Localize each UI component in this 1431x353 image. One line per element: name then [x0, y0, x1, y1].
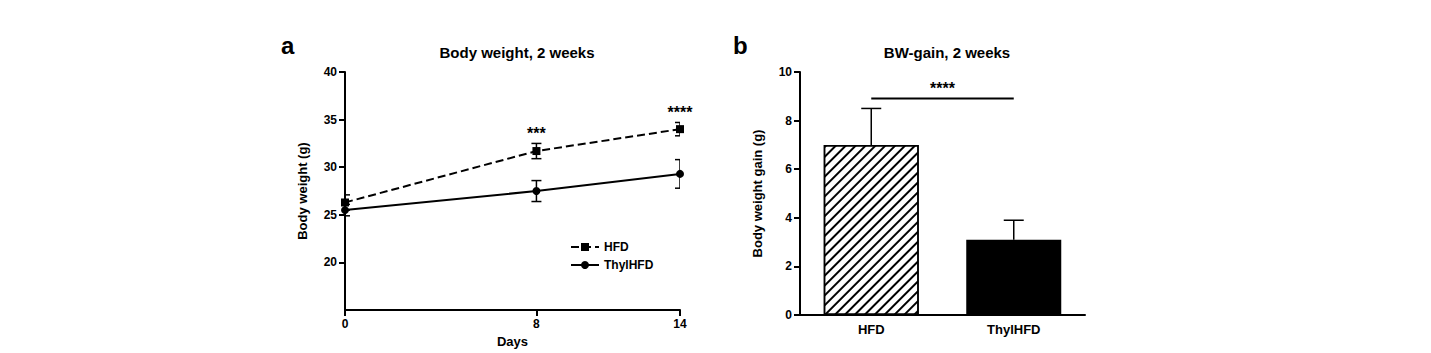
- svg-text:HFD: HFD: [858, 322, 885, 337]
- svg-text:BW-gain, 2 weeks: BW-gain, 2 weeks: [884, 44, 1010, 61]
- svg-text:14: 14: [673, 317, 687, 331]
- svg-text:20: 20: [324, 255, 338, 269]
- svg-text:Body weight gain (g): Body weight gain (g): [750, 130, 765, 258]
- svg-text:0: 0: [342, 317, 349, 331]
- svg-text:10: 10: [779, 65, 793, 79]
- svg-text:4: 4: [785, 211, 792, 225]
- svg-text:Body weight, 2 weeks: Body weight, 2 weeks: [439, 44, 594, 61]
- svg-text:****: ****: [930, 80, 956, 97]
- svg-text:a: a: [281, 32, 295, 59]
- svg-text:HFD: HFD: [604, 240, 629, 254]
- svg-text:Days: Days: [497, 334, 528, 349]
- svg-text:2: 2: [785, 259, 792, 273]
- svg-text:ThylHFD: ThylHFD: [987, 322, 1040, 337]
- svg-text:40: 40: [324, 65, 338, 79]
- svg-text:8: 8: [785, 114, 792, 128]
- svg-text:****: ****: [668, 104, 694, 121]
- svg-text:Body weight (g): Body weight (g): [295, 142, 310, 240]
- svg-text:ThylHFD: ThylHFD: [604, 258, 654, 272]
- svg-text:***: ***: [527, 125, 546, 142]
- svg-text:30: 30: [324, 160, 338, 174]
- svg-text:6: 6: [785, 162, 792, 176]
- svg-text:0: 0: [785, 308, 792, 322]
- svg-text:b: b: [733, 32, 748, 59]
- svg-text:8: 8: [533, 317, 540, 331]
- svg-text:25: 25: [324, 208, 338, 222]
- svg-text:35: 35: [324, 113, 338, 127]
